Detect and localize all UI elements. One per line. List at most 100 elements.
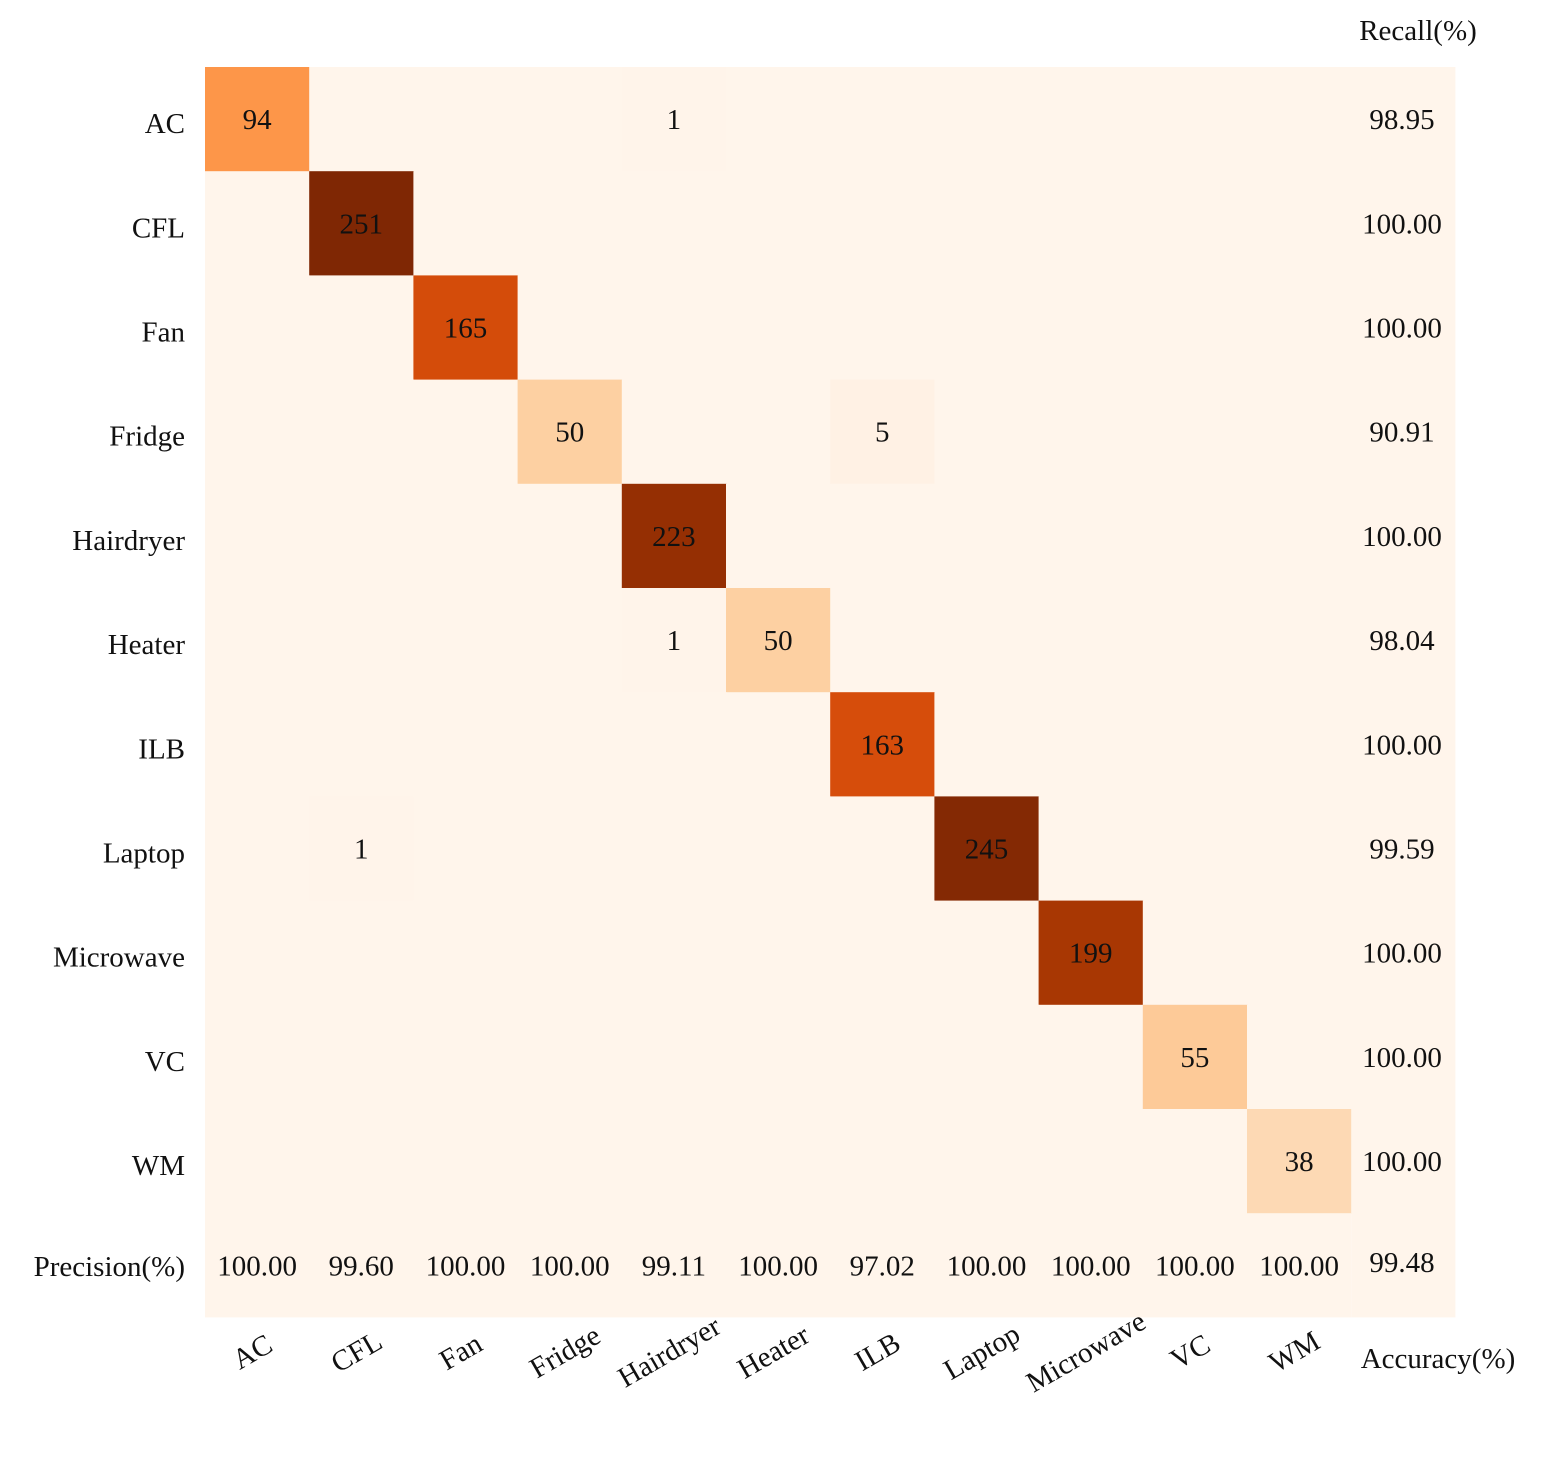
matrix-cell xyxy=(1142,379,1248,485)
precision-value: 100.00 xyxy=(947,1250,1027,1282)
cell-value-label: 223 xyxy=(652,521,696,553)
matrix-cell xyxy=(517,692,623,797)
cell-value-label: 1 xyxy=(354,834,369,866)
matrix-cell xyxy=(1142,900,1248,1006)
row-label-cfl: CFL xyxy=(132,212,185,244)
matrix-cell xyxy=(205,900,310,1006)
recall-value: 99.59 xyxy=(1369,834,1434,866)
matrix-cell xyxy=(413,796,519,902)
recall-value: 100.00 xyxy=(1362,313,1442,345)
matrix-cell xyxy=(726,483,831,589)
matrix-cell xyxy=(1038,588,1144,693)
row-label-hairdryer: Hairdryer xyxy=(72,525,185,557)
matrix-cell xyxy=(517,588,623,693)
matrix-cell xyxy=(1247,900,1352,1006)
matrix-cell xyxy=(934,67,1040,172)
recall-value: 90.91 xyxy=(1369,417,1434,449)
matrix-cell xyxy=(517,900,623,1006)
cell-value-label: 1 xyxy=(667,625,682,657)
matrix-cell xyxy=(517,483,623,589)
matrix-cell xyxy=(309,483,414,589)
matrix-cell xyxy=(1247,379,1352,485)
matrix-cell xyxy=(621,483,727,589)
matrix-cell xyxy=(413,275,519,381)
matrix-cell xyxy=(205,483,310,589)
precision-value: 99.60 xyxy=(329,1250,394,1282)
matrix-cell xyxy=(934,692,1040,797)
matrix-cell xyxy=(830,588,935,693)
matrix-cell xyxy=(934,588,1040,693)
matrix-cell xyxy=(621,1109,727,1214)
precision-row: 100.00 99.60 100.00 100.00 99.11 100.00 97.02 1… xyxy=(217,1250,1339,1282)
row-label-heater: Heater xyxy=(108,629,186,661)
matrix-cell xyxy=(309,796,414,902)
summary-cells xyxy=(205,67,1456,1318)
cell-value-label: 251 xyxy=(340,208,384,240)
matrix-cell xyxy=(1142,692,1248,797)
matrix-cell xyxy=(413,900,519,1006)
matrix-cell xyxy=(1247,796,1352,902)
precision-value: 100.00 xyxy=(530,1250,610,1282)
matrix-cell xyxy=(726,1109,831,1214)
matrix-cell xyxy=(1038,275,1144,381)
matrix-cell xyxy=(621,171,727,276)
cell-value-label: 55 xyxy=(1180,1042,1209,1074)
precision-row-background xyxy=(205,1213,1352,1318)
matrix-cell xyxy=(830,67,935,172)
matrix-cell xyxy=(934,379,1040,485)
matrix-cell xyxy=(1247,275,1352,381)
matrix-cell xyxy=(413,1109,519,1214)
recall-column-background xyxy=(1351,67,1456,1318)
matrix-cell xyxy=(205,171,310,276)
matrix-cell xyxy=(413,483,519,589)
cell-value-label: 38 xyxy=(1285,1146,1314,1178)
recall-value: 100.00 xyxy=(1362,938,1442,970)
matrix-cell xyxy=(517,171,623,276)
matrix-cell xyxy=(621,588,727,693)
matrix-cell xyxy=(1247,483,1352,589)
matrix-cell xyxy=(1247,1109,1352,1214)
matrix-cell xyxy=(1038,379,1144,485)
recall-column: 98.95 100.00 100.00 90.91 100.00 98.04 100.00 9… xyxy=(1362,104,1442,1178)
row-label-fan: Fan xyxy=(142,317,186,349)
recall-value: 100.00 xyxy=(1362,1146,1442,1178)
matrix-cell xyxy=(205,1109,310,1214)
matrix-cell xyxy=(726,796,831,902)
matrix-cell xyxy=(205,796,310,902)
matrix-cell xyxy=(621,379,727,485)
matrix-cell xyxy=(934,275,1040,381)
matrix-cell xyxy=(309,67,414,172)
matrix-cell xyxy=(517,1109,623,1214)
matrix-cell xyxy=(830,1109,935,1214)
row-label-ilb: ILB xyxy=(138,733,185,765)
cell-value-label: 199 xyxy=(1069,938,1113,970)
recall-value: 100.00 xyxy=(1362,1042,1442,1074)
matrix-cell xyxy=(1247,692,1352,797)
matrix-cell xyxy=(621,900,727,1006)
precision-value: 100.00 xyxy=(1051,1250,1131,1282)
matrix-cell xyxy=(413,171,519,276)
precision-value: 100.00 xyxy=(1259,1250,1339,1282)
accuracy-header: Accuracy(%) xyxy=(1361,1343,1516,1375)
matrix-cell xyxy=(205,588,310,693)
matrix-cell xyxy=(726,588,831,693)
matrix-cell xyxy=(413,1004,519,1110)
matrix-cell xyxy=(517,379,623,485)
matrix-cell xyxy=(830,379,935,485)
recall-value: 98.04 xyxy=(1369,625,1435,657)
row-label-wm: WM xyxy=(132,1150,185,1182)
matrix-cell xyxy=(205,67,310,172)
matrix-cell xyxy=(517,67,623,172)
row-tick-labels: AC CFL Fan Fridge Hairdryer Heater ILB Laptop Mi… xyxy=(53,108,186,1182)
matrix-cell xyxy=(413,692,519,797)
row-label-laptop: Laptop xyxy=(103,838,185,870)
recall-header: Recall(%) xyxy=(1359,15,1477,47)
matrix-cell xyxy=(934,483,1040,589)
recall-value: 98.95 xyxy=(1369,104,1434,136)
matrix-cell xyxy=(1038,1004,1144,1110)
matrix-cell xyxy=(830,171,935,276)
matrix-cell xyxy=(1247,1004,1352,1110)
recall-value: 100.00 xyxy=(1362,729,1442,761)
matrix-cell xyxy=(1038,67,1144,172)
